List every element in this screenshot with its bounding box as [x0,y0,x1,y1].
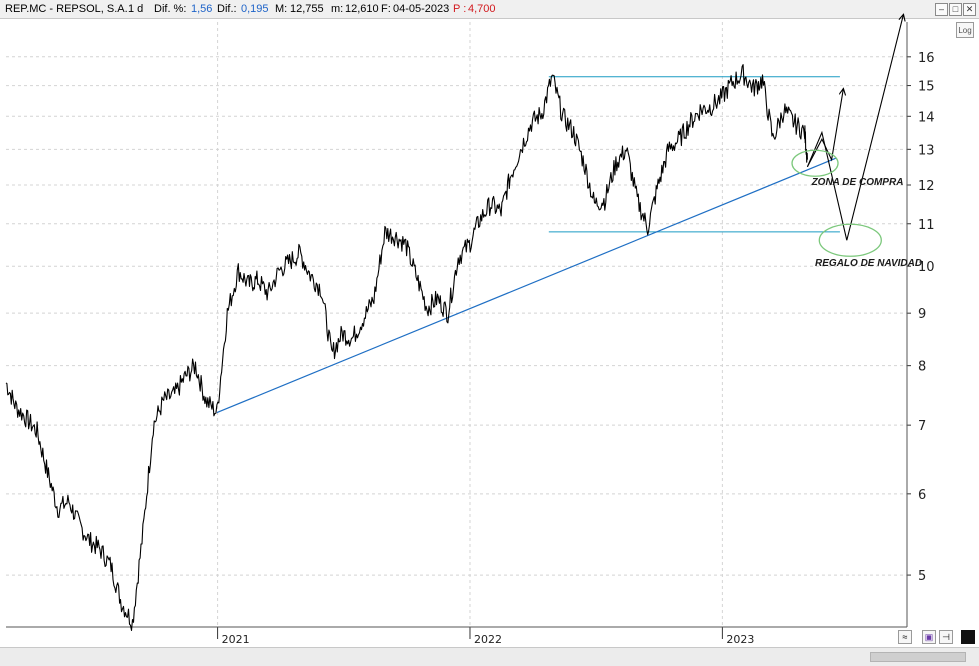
color-swatch-icon[interactable] [961,630,975,644]
date-value: 04-05-2023 [393,3,450,15]
y-tick-label: 16 [918,51,935,66]
plot-background [6,22,907,627]
dif-value: 0,195 [241,3,269,15]
dif-pct-label: Dif. %: [154,3,187,15]
y-tick-label: 10 [918,260,935,275]
pin-icon[interactable]: ⊣ [939,630,953,644]
y-tick-label: 12 [918,179,935,194]
annotation-label: ZONA DE COMPRA [811,177,904,188]
min-label: m: [331,3,344,15]
max-value: 12,755 [290,3,324,15]
price-series-line [5,64,808,631]
horizontal-scrollbar[interactable] [0,647,979,666]
y-tick-label: 6 [918,488,926,503]
date-label: F: [381,3,391,15]
y-tick-label: 15 [918,80,935,95]
x-tick-label: 2023 [726,633,754,646]
maximize-button[interactable]: □ [949,3,962,16]
interval-label: 1 d [128,3,144,15]
forecast-path-near [806,89,843,168]
chart-header: REP.MC - REPSOL, S.A. 1 d Dif. %: 1,56 D… [0,0,979,19]
y-tick-label: 9 [918,307,926,322]
x-tick-label: 2021 [222,633,250,646]
dif-pct-value: 1,56 [191,3,213,15]
y-tick-label: 14 [918,110,935,125]
y-tick-label: 8 [918,360,926,375]
close-button[interactable]: ✕ [963,3,976,16]
highlight-ellipse [818,223,882,257]
p-value: 4,700 [468,3,496,15]
minimize-button[interactable]: – [935,3,948,16]
log-scale-button[interactable]: Log [956,22,974,38]
symbol-name: REP.MC - REPSOL, S.A. [5,3,128,15]
y-tick-label: 5 [918,569,926,584]
min-value: 12,610 [345,3,379,15]
p-label: P : [453,3,467,15]
annotation-label: REGALO DE NAVIDAD [815,258,922,269]
y-tick-label: 13 [918,143,935,158]
dif-label: Dif.: [217,3,237,15]
highlight-ellipse [791,149,839,177]
x-tick-label: 2022 [474,633,502,646]
zoom-fit-icon[interactable]: ≈ [898,630,912,644]
scroll-thumb[interactable] [870,652,966,662]
max-label: M: [275,3,288,15]
y-tick-label: 11 [918,218,935,233]
y-tick-label: 7 [918,419,926,434]
trendline [216,157,837,414]
save-icon[interactable]: ▣ [922,630,936,644]
